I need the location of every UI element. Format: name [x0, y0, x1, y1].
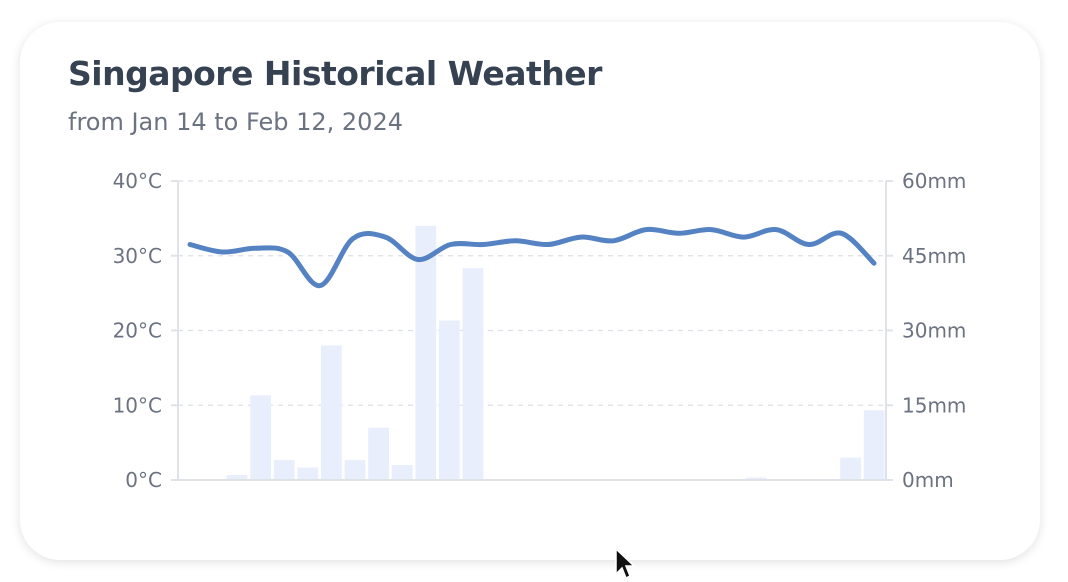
grid-lines [178, 180, 886, 406]
precipitation-bar [462, 268, 484, 480]
precipitation-bar [321, 345, 342, 480]
precipitation-bar [863, 410, 885, 480]
precipitation-bar [250, 395, 271, 480]
precipitation-bar [273, 460, 295, 480]
precipitation-bar [297, 467, 319, 480]
right-tick-label: 60mm [902, 169, 966, 193]
card-title: Singapore Historical Weather [68, 54, 602, 93]
precipitation-bar [391, 465, 413, 480]
left-tick-label: 30°C [113, 244, 162, 268]
precipitation-bar [840, 457, 861, 480]
precipitation-bar [745, 477, 767, 480]
right-tick-label: 45mm [902, 244, 966, 268]
left-tick-label: 20°C [113, 319, 162, 343]
left-tick-label: 0°C [125, 468, 162, 492]
temperature-line [187, 226, 877, 289]
precipitation-bar [226, 475, 248, 480]
precipitation-bar [344, 460, 366, 480]
left-tick-label: 40°C [113, 169, 162, 193]
right-tick-label: 0mm [902, 468, 954, 492]
right-tick-label: 30mm [902, 319, 966, 343]
precipitation-bar [368, 427, 389, 480]
precipitation-bar [439, 320, 460, 480]
temperature-line-group [187, 226, 877, 289]
mouse-pointer-icon [615, 548, 636, 580]
left-tick-label: 10°C [113, 393, 162, 417]
precipitation-bars [226, 225, 885, 480]
weather-card: Singapore Historical Weather from Jan 14… [20, 22, 1040, 560]
left-axis-ticks: 0°C 10°C 20°C 30°C 40°C [113, 169, 178, 492]
right-tick-label: 15mm [902, 393, 966, 417]
right-axis-ticks: 0mm 15mm 30mm 45mm 60mm [886, 169, 966, 492]
precipitation-bar [415, 225, 437, 480]
card-subtitle: from Jan 14 to Feb 12, 2024 [68, 108, 403, 136]
